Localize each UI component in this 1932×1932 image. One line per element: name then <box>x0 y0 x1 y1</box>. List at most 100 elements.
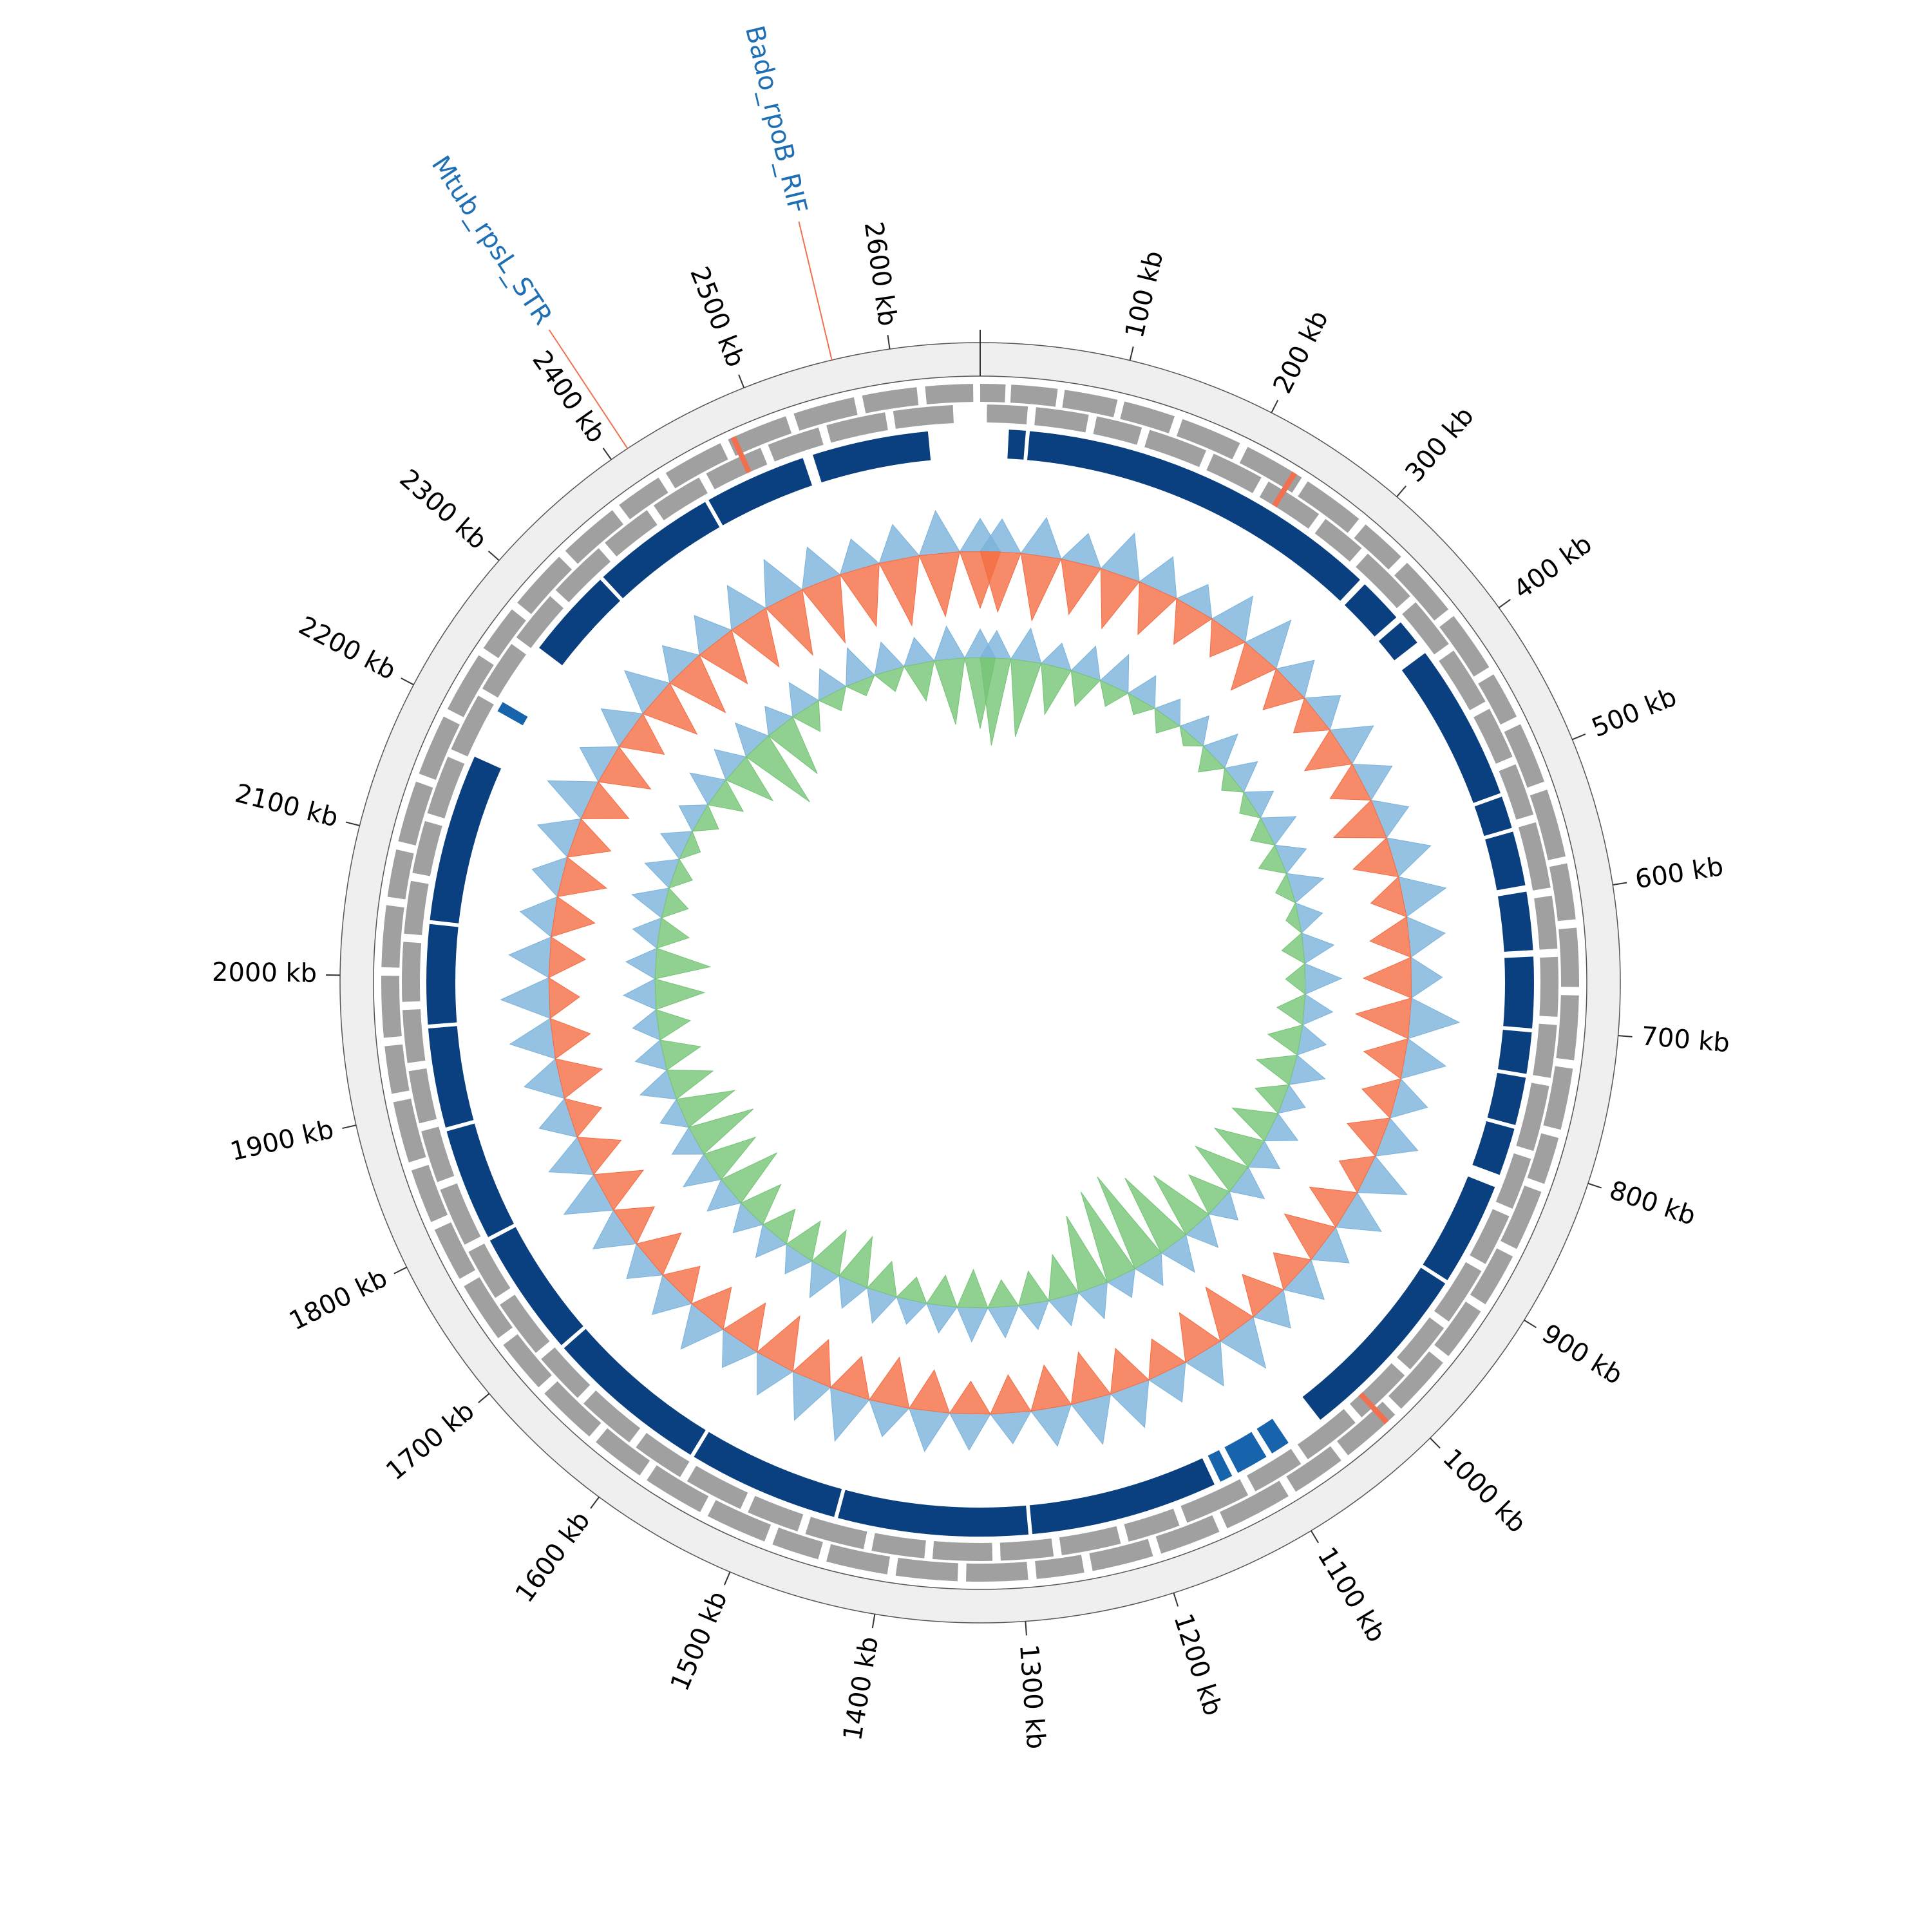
gc-spike <box>669 654 726 714</box>
tick-mark <box>401 677 414 686</box>
gc-spike <box>869 1356 910 1409</box>
gc-spike <box>956 1269 989 1309</box>
gc-spike <box>873 666 905 692</box>
gc-spike <box>1061 558 1102 616</box>
tick-mark <box>1271 399 1279 413</box>
gc-spike <box>1100 568 1141 630</box>
gc-spike <box>987 1279 1019 1309</box>
gene-feature <box>1439 616 1490 677</box>
alignment-block <box>1208 1450 1233 1482</box>
gene-feature <box>419 716 460 781</box>
gene-feature <box>1473 708 1513 764</box>
gc-spike <box>549 1018 591 1059</box>
gc-spike <box>1285 963 1306 995</box>
gc-spike <box>699 629 748 685</box>
gene-feature <box>1089 1539 1153 1571</box>
gc-spike <box>1262 668 1305 710</box>
gc-spike <box>792 1339 831 1388</box>
gc-spike <box>786 1220 821 1262</box>
gc-spike <box>801 574 846 644</box>
tick-mark <box>723 1571 731 1586</box>
gene-feature <box>932 1541 993 1561</box>
gene-feature <box>402 942 422 1002</box>
tick-mark <box>1429 1437 1441 1449</box>
gene-feature <box>871 1533 926 1558</box>
gc-spike <box>618 713 665 755</box>
gc-spike <box>1338 1155 1376 1193</box>
gene-feature <box>384 1044 410 1094</box>
gc-spike <box>1128 692 1156 715</box>
gene-feature <box>687 1465 748 1510</box>
gene-feature <box>1394 562 1449 621</box>
gc-spike <box>1066 1215 1108 1294</box>
gc-spike <box>1285 902 1302 934</box>
gene-feature <box>1059 1526 1121 1555</box>
gc-spike <box>1362 956 1412 999</box>
gc-spike <box>959 551 1001 609</box>
gene-feature <box>516 596 564 649</box>
gc-spike <box>691 1286 732 1331</box>
alignment-block <box>1344 584 1397 637</box>
gene-feature <box>653 477 708 520</box>
gene-feature <box>1527 1133 1559 1184</box>
gene-feature <box>647 1465 709 1513</box>
gc-spike <box>1070 1351 1112 1405</box>
gene-feature <box>1495 1153 1531 1209</box>
gc-spike <box>656 1009 691 1041</box>
gc-spike <box>548 977 580 1019</box>
gene-feature <box>1035 1555 1084 1579</box>
gc-spike <box>703 1136 757 1180</box>
gene-feature <box>1499 764 1534 820</box>
gene-feature <box>1155 1515 1220 1554</box>
gc-spike <box>1080 1191 1136 1283</box>
alignment-block <box>813 431 931 483</box>
alignment-block <box>694 1432 842 1517</box>
tick-mark <box>887 335 891 350</box>
gc-spike <box>1110 1347 1150 1395</box>
gene-feature <box>482 643 526 698</box>
alignment-block <box>1487 1072 1526 1125</box>
gene-feature <box>1220 1481 1289 1529</box>
gene-feature <box>1470 1209 1510 1264</box>
tick-mark <box>1396 485 1406 497</box>
gc-spike <box>1369 916 1412 958</box>
gene-feature <box>728 416 792 456</box>
gc-spike <box>1276 994 1306 1026</box>
gc-spike <box>1179 725 1204 747</box>
gene-feature <box>768 427 824 462</box>
alignment-block <box>497 702 528 726</box>
gc-spike <box>551 896 596 938</box>
gc-spike <box>725 756 774 802</box>
gene-feature <box>893 405 954 429</box>
gc-spike <box>896 1276 927 1304</box>
tick-mark <box>1025 1621 1027 1636</box>
tick-mark <box>488 550 500 561</box>
gc-spike <box>1148 1338 1186 1381</box>
gene-feature <box>772 1527 823 1560</box>
gc-spike <box>838 1235 873 1289</box>
tick-mark <box>1618 1035 1633 1037</box>
gene-feature <box>1543 1066 1573 1130</box>
gc-spike <box>598 746 652 790</box>
alignment-block <box>426 923 459 1025</box>
gc-spike <box>1010 658 1042 737</box>
rna-feature <box>1272 471 1297 507</box>
gc-spike <box>662 1265 701 1305</box>
gc-spike <box>878 555 920 627</box>
gene-feature <box>464 1277 513 1338</box>
gene-feature <box>555 548 611 603</box>
gc-spike <box>1281 932 1305 965</box>
gc-spike <box>593 1170 645 1211</box>
gc-spike <box>676 1090 736 1128</box>
gc-spike <box>654 947 712 980</box>
alignment-block <box>1497 1030 1532 1074</box>
gene-feature <box>412 820 442 876</box>
gc-spike <box>908 1369 951 1414</box>
gc-spike <box>829 1356 870 1401</box>
gc-spike <box>1255 1054 1298 1086</box>
gene-feature <box>1500 1185 1542 1249</box>
gene-feature <box>1144 430 1206 468</box>
gc-spike <box>918 551 960 618</box>
tick-mark <box>1498 598 1511 609</box>
